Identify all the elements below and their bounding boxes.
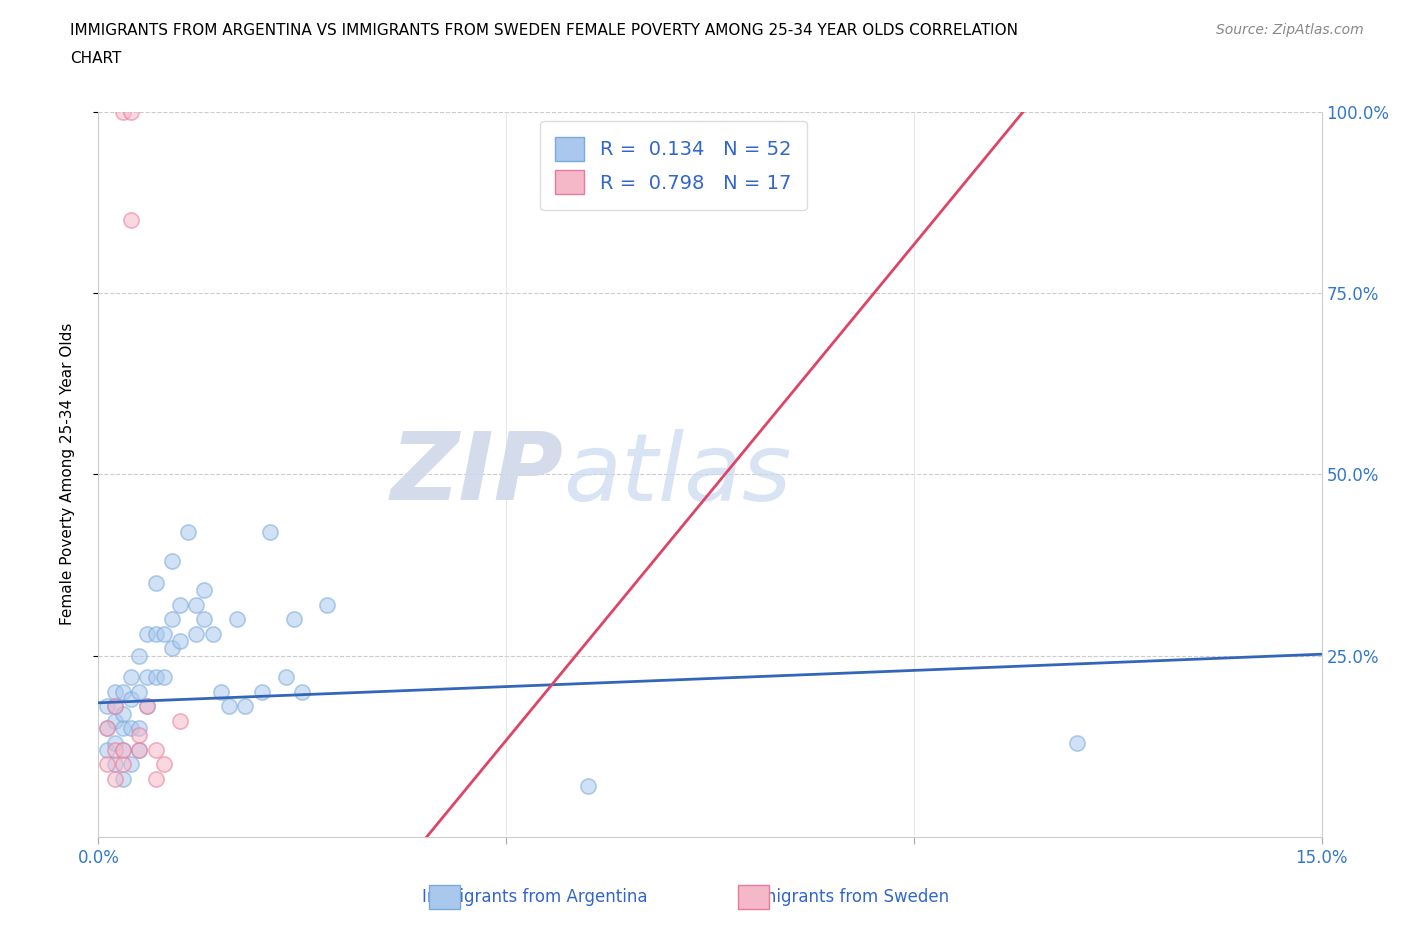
Point <box>160 641 183 656</box>
Point <box>136 699 159 714</box>
Point <box>218 699 240 714</box>
Y-axis label: Female Poverty Among 25-34 Year Olds: Female Poverty Among 25-34 Year Olds <box>60 323 75 626</box>
Point <box>145 772 167 787</box>
Point <box>250 684 273 699</box>
Point <box>177 525 200 539</box>
Point <box>120 104 142 119</box>
Point <box>136 627 159 642</box>
Point <box>145 742 167 757</box>
Point <box>111 706 134 721</box>
Point <box>104 699 127 714</box>
Point <box>315 597 337 612</box>
Point <box>128 648 150 663</box>
Point <box>152 670 174 684</box>
Point <box>104 757 127 772</box>
Point <box>291 684 314 699</box>
Point <box>120 721 142 736</box>
Point <box>96 742 118 757</box>
Legend: R =  0.134   N = 52, R =  0.798   N = 17: R = 0.134 N = 52, R = 0.798 N = 17 <box>540 121 807 209</box>
Point <box>136 670 159 684</box>
Point <box>111 721 134 736</box>
Point <box>145 627 167 642</box>
Point <box>128 728 150 743</box>
Point <box>186 627 208 642</box>
Text: atlas: atlas <box>564 429 792 520</box>
Point <box>104 736 127 751</box>
Point <box>152 757 174 772</box>
Point <box>233 699 256 714</box>
Point <box>160 554 183 569</box>
Point <box>111 684 134 699</box>
Point <box>160 612 183 627</box>
Point <box>283 612 305 627</box>
Point <box>209 684 232 699</box>
Text: IMMIGRANTS FROM ARGENTINA VS IMMIGRANTS FROM SWEDEN FEMALE POVERTY AMONG 25-34 Y: IMMIGRANTS FROM ARGENTINA VS IMMIGRANTS … <box>70 23 1018 38</box>
Point <box>136 699 159 714</box>
Point <box>104 699 127 714</box>
Point <box>169 713 191 728</box>
Point <box>274 670 297 684</box>
Point <box>120 757 142 772</box>
Point <box>96 757 118 772</box>
Text: Immigrants from Sweden: Immigrants from Sweden <box>738 888 949 907</box>
Point <box>201 627 224 642</box>
Point <box>111 742 134 757</box>
Point <box>111 104 134 119</box>
Point <box>96 721 118 736</box>
Point <box>128 742 150 757</box>
Point <box>145 576 167 591</box>
Point <box>96 699 118 714</box>
Point <box>152 627 174 642</box>
Point <box>104 742 127 757</box>
Text: CHART: CHART <box>70 51 122 66</box>
Point <box>104 772 127 787</box>
Point <box>111 757 134 772</box>
Point <box>111 772 134 787</box>
Point <box>226 612 249 627</box>
Point <box>145 670 167 684</box>
Point <box>111 742 134 757</box>
Point <box>576 778 599 793</box>
Point <box>96 721 118 736</box>
Point <box>120 213 142 228</box>
Text: Source: ZipAtlas.com: Source: ZipAtlas.com <box>1216 23 1364 37</box>
Point <box>193 612 215 627</box>
Point <box>193 583 215 598</box>
Point <box>104 684 127 699</box>
Text: ZIP: ZIP <box>391 429 564 520</box>
Point <box>259 525 281 539</box>
Point <box>128 742 150 757</box>
Point <box>120 670 142 684</box>
Text: Immigrants from Argentina: Immigrants from Argentina <box>422 888 647 907</box>
Point <box>186 597 208 612</box>
Point <box>120 692 142 707</box>
Point <box>128 684 150 699</box>
Point <box>104 713 127 728</box>
Point <box>169 597 191 612</box>
Point <box>1066 736 1088 751</box>
Point <box>169 633 191 648</box>
Point <box>128 721 150 736</box>
